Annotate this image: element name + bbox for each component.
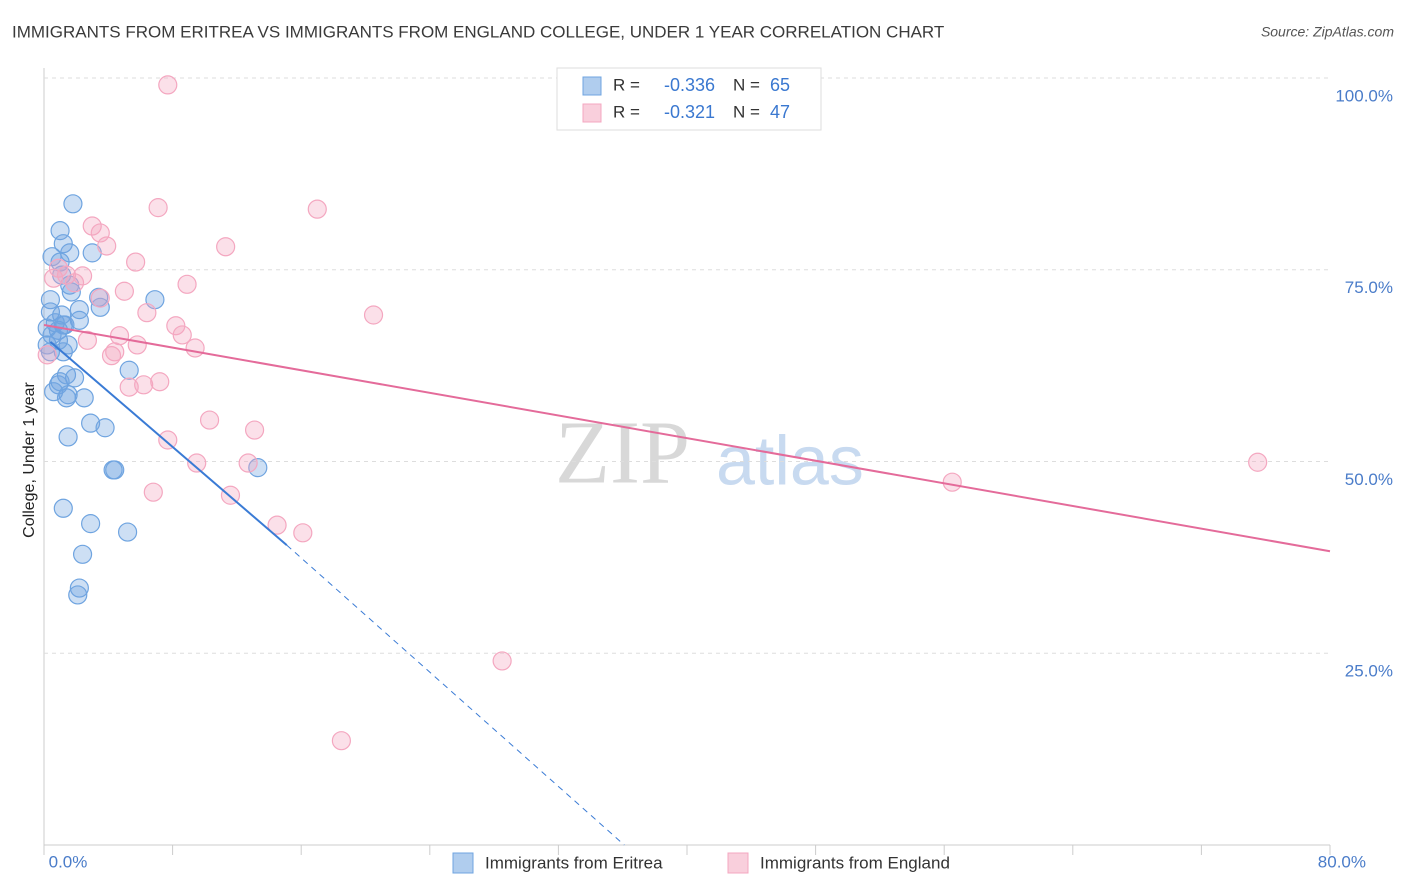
watermark: atlas bbox=[716, 421, 864, 499]
legend-swatch bbox=[452, 852, 474, 874]
x-tick-label: 0.0% bbox=[49, 852, 88, 871]
point bbox=[72, 544, 93, 564]
point bbox=[199, 410, 220, 430]
point bbox=[942, 472, 962, 492]
legend-n-label: N = bbox=[733, 102, 760, 121]
point bbox=[177, 274, 197, 294]
point bbox=[267, 515, 287, 535]
point bbox=[81, 514, 101, 534]
point bbox=[82, 216, 102, 236]
point bbox=[244, 420, 265, 440]
point bbox=[69, 578, 89, 598]
point bbox=[90, 288, 110, 308]
legend-label: Immigrants from Eritrea bbox=[485, 853, 663, 872]
point bbox=[143, 482, 163, 502]
trend-line bbox=[286, 544, 625, 846]
point bbox=[77, 330, 98, 350]
point bbox=[117, 522, 138, 542]
point bbox=[492, 651, 512, 671]
legend-r-label: R = bbox=[613, 102, 640, 121]
point bbox=[248, 458, 268, 478]
point bbox=[40, 302, 61, 322]
point bbox=[64, 368, 85, 388]
point bbox=[172, 325, 192, 345]
point bbox=[58, 385, 78, 405]
point bbox=[119, 377, 139, 397]
point bbox=[37, 345, 57, 365]
y-tick-label: 100.0% bbox=[1335, 86, 1393, 105]
point bbox=[72, 266, 93, 286]
point bbox=[105, 460, 125, 480]
point bbox=[58, 427, 78, 447]
point bbox=[126, 252, 146, 272]
trend-line bbox=[49, 341, 288, 546]
point bbox=[109, 326, 130, 346]
point bbox=[216, 237, 236, 257]
point bbox=[56, 388, 77, 408]
point bbox=[53, 498, 73, 518]
point bbox=[148, 198, 168, 218]
watermark: ZIP bbox=[555, 404, 690, 503]
point bbox=[81, 413, 101, 433]
point bbox=[97, 236, 117, 256]
y-tick-label: 50.0% bbox=[1345, 470, 1393, 489]
point bbox=[363, 305, 384, 325]
legend-r: -0.336 bbox=[664, 75, 715, 95]
point bbox=[74, 388, 94, 408]
point bbox=[95, 418, 115, 438]
y-axis-label: College, Under 1 year bbox=[21, 382, 38, 538]
point bbox=[1248, 452, 1268, 472]
point bbox=[293, 523, 313, 543]
point bbox=[158, 430, 178, 450]
point bbox=[56, 265, 77, 285]
point bbox=[331, 731, 351, 751]
point bbox=[64, 273, 85, 293]
point bbox=[68, 585, 88, 605]
legend-r: -0.321 bbox=[664, 102, 715, 122]
legend-r-label: R = bbox=[613, 75, 640, 94]
point bbox=[114, 281, 134, 301]
point bbox=[101, 346, 122, 366]
legend-swatch bbox=[582, 103, 602, 123]
point bbox=[150, 372, 170, 392]
point bbox=[127, 335, 147, 355]
point bbox=[187, 453, 207, 473]
legend-swatch bbox=[582, 76, 602, 96]
legend-swatch bbox=[727, 852, 749, 874]
x-tick-label: 80.0% bbox=[1318, 852, 1366, 871]
legend-n: 47 bbox=[770, 102, 790, 122]
legend-n-label: N = bbox=[733, 75, 760, 94]
point bbox=[185, 338, 205, 358]
point bbox=[63, 194, 83, 214]
point bbox=[238, 453, 258, 473]
chart-title: IMMIGRANTS FROM ERITREA VS IMMIGRANTS FR… bbox=[12, 22, 944, 41]
source: Source: ZipAtlas.com bbox=[1261, 24, 1394, 40]
point bbox=[48, 258, 69, 278]
point bbox=[89, 287, 109, 307]
legend-n: 65 bbox=[770, 75, 790, 95]
y-tick-label: 75.0% bbox=[1345, 278, 1393, 297]
point bbox=[307, 199, 327, 219]
point bbox=[119, 360, 139, 380]
y-tick-label: 25.0% bbox=[1345, 662, 1393, 681]
legend-label: Immigrants from England bbox=[760, 853, 950, 872]
trend-line bbox=[43, 323, 1331, 553]
point bbox=[134, 375, 154, 395]
point bbox=[69, 300, 89, 320]
point bbox=[158, 75, 178, 95]
point bbox=[137, 303, 157, 323]
